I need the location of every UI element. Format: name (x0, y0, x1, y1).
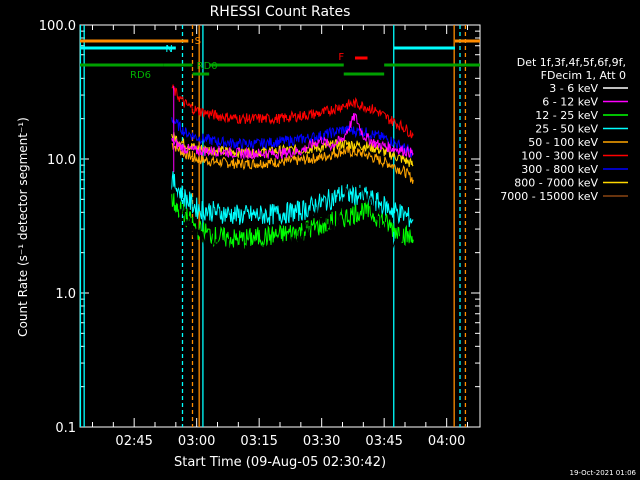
x-tick-label: 03:00 (178, 434, 215, 449)
series-line-25-50keV (171, 171, 414, 228)
x-axis-label: Start Time (09-Aug-05 02:30:42) (174, 455, 386, 470)
annotation-f: F (338, 52, 344, 63)
series-line-50-100keV (171, 142, 414, 184)
x-tick-label: 04:00 (428, 434, 465, 449)
legend-label: 50 - 100 keV (528, 136, 598, 149)
series-line-100-300keV (171, 84, 414, 139)
annotation-n: N (165, 44, 172, 55)
legend-label: 100 - 300 keV (521, 150, 598, 163)
x-tick-label: 03:30 (303, 434, 340, 449)
chart-title: RHESSI Count Rates (210, 4, 351, 20)
legend-label: 3 - 6 keV (549, 82, 598, 95)
legend-label: 12 - 25 keV (535, 109, 598, 122)
y-tick-label: 10.0 (47, 153, 76, 168)
series-line-6-12keV (171, 112, 414, 160)
legend-header: Det 1f,3f,4f,5f,6f,9f, (517, 56, 626, 69)
annotation-rd6: RD6 (130, 70, 151, 81)
legend-label: 7000 - 15000 keV (500, 190, 598, 203)
legend-label: 25 - 50 keV (535, 123, 598, 136)
legend-label: 300 - 800 keV (521, 163, 598, 176)
footer-date: 19-Oct-2021 01:06 (570, 469, 637, 477)
x-tick-label: 03:45 (365, 434, 402, 449)
annotation-rd0: RD0 (197, 61, 218, 72)
legend-label: 800 - 7000 keV (514, 177, 598, 190)
annotation-s: S (195, 36, 201, 47)
y-tick-label: 1.0 (55, 287, 76, 302)
x-tick-label: 02:45 (115, 434, 152, 449)
legend: Det 1f,3f,4f,5f,6f,9f,FDecim 1, Att 03 -… (500, 56, 628, 203)
series-line-3-6keV (171, 165, 414, 262)
legend-label: 6 - 12 keV (542, 96, 598, 109)
legend-header: FDecim 1, Att 0 (541, 69, 626, 82)
y-axis-label: Count Rate (s⁻¹ detector segment⁻¹) (16, 117, 30, 337)
series-line-300-800keV (171, 117, 414, 158)
x-tick-label: 03:15 (240, 434, 277, 449)
y-tick-label: 0.1 (55, 421, 76, 436)
y-tick-label: 100.0 (39, 19, 76, 34)
